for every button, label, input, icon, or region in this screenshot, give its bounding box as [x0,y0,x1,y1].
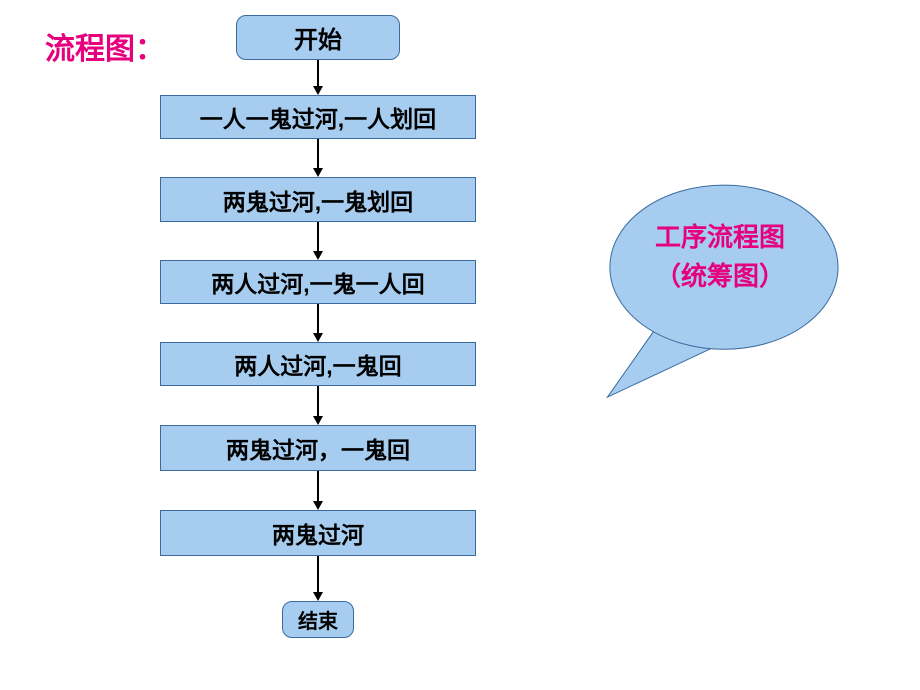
flow-node-start: 开始 [236,15,400,60]
flow-arrow-4 [317,386,319,416]
flow-arrow-6 [317,556,319,592]
callout-text: 工序流程图（统筹图） [640,218,800,296]
flow-arrowhead-5 [313,501,323,510]
flow-arrowhead-6 [313,592,323,601]
flow-node-end: 结束 [282,601,354,638]
flow-arrowhead-0 [313,86,323,95]
flow-arrowhead-1 [313,168,323,177]
page-title: 流程图： [45,24,165,68]
flow-node-s4: 两人过河,一鬼回 [160,342,476,386]
flow-arrowhead-3 [313,333,323,342]
flow-arrow-2 [317,222,319,251]
flow-arrowhead-4 [313,416,323,425]
flow-node-s3: 两人过河,一鬼一人回 [160,260,476,304]
flow-node-s6: 两鬼过河 [160,510,476,556]
flow-node-s5: 两鬼过河，一鬼回 [160,425,476,471]
flow-arrow-0 [317,60,319,86]
flow-node-s2: 两鬼过河,一鬼划回 [160,177,476,222]
flow-arrow-1 [317,139,319,168]
flow-arrow-5 [317,471,319,501]
flow-arrow-3 [317,304,319,333]
flow-arrowhead-2 [313,251,323,260]
flow-node-s1: 一人一鬼过河,一人划回 [160,95,476,139]
